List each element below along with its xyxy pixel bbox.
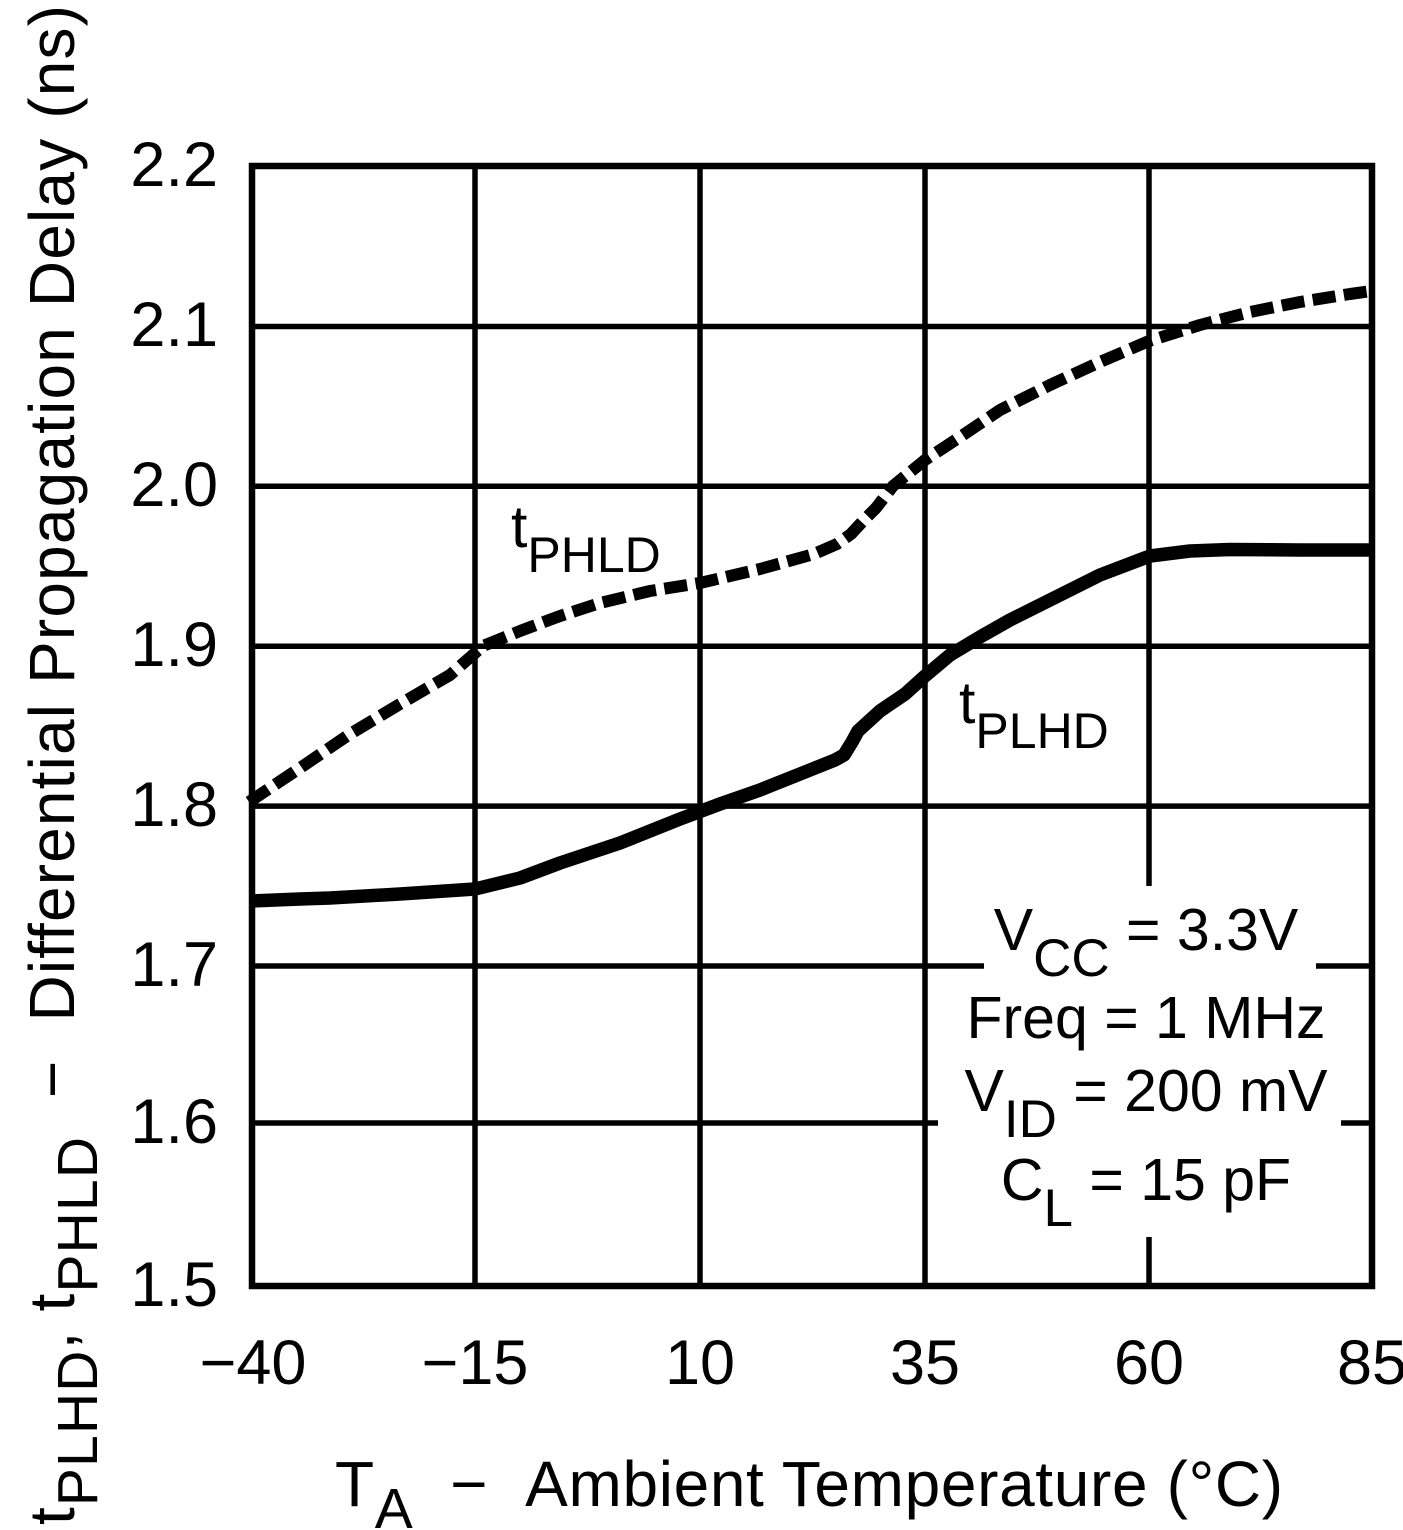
svg-text:10: 10 (665, 1328, 735, 1398)
svg-text:60: 60 (1114, 1328, 1184, 1398)
svg-text:85: 85 (1337, 1328, 1403, 1398)
svg-text:1.6: 1.6 (130, 1087, 218, 1157)
svg-text:2.2: 2.2 (130, 130, 218, 200)
svg-text:TA − Ambient Temperature (°C: TA − Ambient Temperature (°C) (335, 1448, 1283, 1530)
svg-text:1.5: 1.5 (130, 1250, 218, 1320)
svg-text:1.9: 1.9 (130, 610, 218, 680)
svg-text:2.1: 2.1 (130, 290, 218, 360)
svg-text:1.8: 1.8 (130, 770, 218, 840)
svg-text:1.7: 1.7 (130, 930, 218, 1000)
svg-text:−15: −15 (422, 1328, 529, 1398)
svg-text:2.0: 2.0 (130, 450, 218, 520)
svg-text:35: 35 (890, 1328, 960, 1398)
svg-text:−40: −40 (200, 1328, 307, 1398)
svg-text:Freq = 1 MHz: Freq = 1 MHz (966, 985, 1325, 1051)
